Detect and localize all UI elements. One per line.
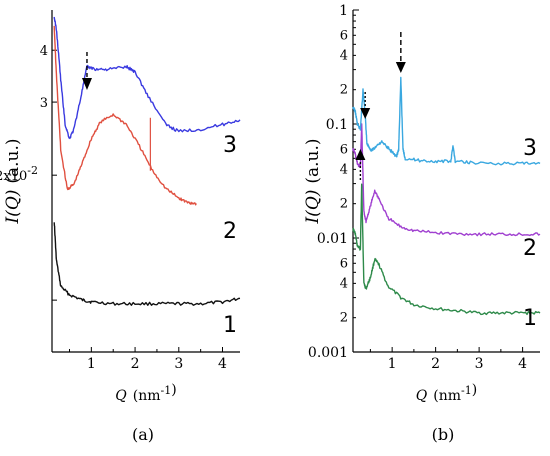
curve-label-1: 1	[523, 306, 537, 331]
x-tick-label: 2	[131, 356, 140, 372]
x-tick-label: 3	[174, 356, 183, 372]
x-axis-var: Q	[416, 388, 428, 404]
x-tick-label: 1	[388, 356, 397, 372]
y-axis-var: I(Q)	[3, 190, 23, 225]
y-minor-label: 2	[340, 197, 348, 212]
x-tick-label: 2	[431, 356, 440, 372]
panel-label: (a)	[132, 425, 154, 444]
arrow-head-2	[355, 149, 366, 160]
y-axis-label-text: I(Q) (a.u.)	[303, 138, 323, 224]
panel-label: (b)	[432, 425, 455, 444]
y-tick-label: 1	[339, 3, 348, 19]
y-tick-label: 0.001	[308, 345, 348, 361]
y-axis-label-text: I(Q) (a.u.)	[3, 138, 23, 224]
x-axis-label: Q (nm-1)	[416, 382, 477, 404]
x-axis-unit: (nm	[133, 388, 161, 404]
y-minor-label: 4	[340, 48, 348, 63]
y-tick-label: 0.01	[317, 231, 348, 247]
y-tick-label: 4	[40, 44, 48, 59]
x-tick-label: 4	[518, 356, 527, 372]
superscript: -2	[27, 164, 38, 177]
y-tick-label: 3	[40, 96, 48, 111]
y-axis-var: I(Q)	[303, 190, 323, 225]
arrow-head-1	[360, 108, 371, 119]
series-line-2	[352, 123, 541, 237]
arrow-head-0	[395, 62, 406, 73]
curve-label-2: 2	[223, 219, 237, 244]
y-axis-label: I(Q) (a.u.)	[303, 138, 323, 224]
x-axis-label: Q (nm-1)	[115, 382, 176, 404]
x-tick-label: 1	[87, 356, 96, 372]
y-minor-label: 2	[340, 311, 348, 326]
superscript: -1	[461, 384, 472, 397]
series-line-1	[352, 183, 541, 316]
series-line-2	[53, 25, 197, 206]
x-axis-unit-close: )	[472, 382, 477, 398]
curve-label-3: 3	[523, 136, 537, 161]
y-minor-label: 4	[340, 276, 348, 291]
curve-label-1: 1	[223, 313, 237, 338]
x-axis-var: Q	[115, 388, 127, 404]
x-tick-label: 4	[218, 356, 227, 372]
series-line-1	[53, 222, 241, 306]
y-tick-label: 0.1	[326, 117, 348, 133]
series-line-3	[352, 76, 541, 166]
y-minor-label: 2	[340, 83, 348, 98]
y-axis-label: I(Q) (a.u.)	[3, 138, 23, 224]
superscript: -1	[161, 384, 172, 397]
y-minor-label: 6	[340, 142, 348, 157]
x-tick-label: 3	[475, 356, 484, 372]
peak-arrow-head	[81, 78, 92, 90]
series-line-3	[53, 16, 241, 140]
x-axis-unit-close: )	[171, 382, 176, 398]
panel-b: 1 2 3 4 Q (nm-1) I(Q) (a.u.) (b) 1 0.1 0.01 0.001 6 4 2…	[303, 3, 541, 444]
y-axis-unit: (a.u.)	[303, 138, 323, 183]
y-minor-label: 6	[340, 28, 348, 43]
y-minor-label: 4	[340, 162, 348, 177]
curve-label-2: 2	[523, 236, 537, 261]
y-minor-label: 6	[340, 256, 348, 271]
x-axis-unit: (nm	[433, 388, 461, 404]
y-axis-unit: (a.u.)	[3, 138, 23, 183]
curve-label-3: 3	[223, 133, 237, 158]
